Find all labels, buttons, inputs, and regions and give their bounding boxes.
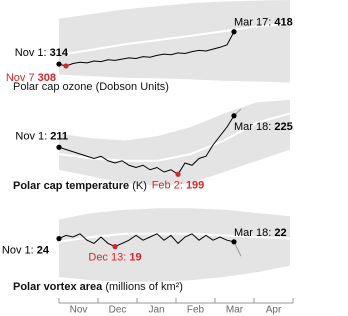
mean-line xyxy=(58,112,291,162)
annotation-value: 19 xyxy=(129,252,141,264)
annotation-label: Mar 18: xyxy=(234,121,271,133)
marker xyxy=(231,239,237,245)
annotation: Mar 17: 418 xyxy=(234,17,293,29)
panel-title: Polar cap ozone (Dobson Units) xyxy=(13,81,169,93)
range-band xyxy=(59,100,290,186)
annotation-value: 314 xyxy=(50,47,69,59)
annotation: Nov 1: 24 xyxy=(2,245,50,257)
annotation-label: Nov 7 xyxy=(6,72,35,84)
marker xyxy=(56,144,62,150)
panel-title-main: Polar cap temperature xyxy=(13,180,129,192)
mean-line xyxy=(58,232,291,243)
marker xyxy=(63,63,69,69)
annotation: Nov 1: 211 xyxy=(15,130,68,142)
range-band xyxy=(59,0,290,83)
panel-title-main: Polar vortex area xyxy=(13,281,103,293)
marker xyxy=(175,171,181,177)
annotation-label: Feb 2: xyxy=(152,179,183,191)
annotation: Nov 7 308 xyxy=(6,72,56,84)
x-tick-label: Dec xyxy=(109,305,127,316)
panel-title: Polar vortex area (millions of km²) xyxy=(13,281,183,293)
annotation-label: Nov 1: xyxy=(15,47,47,59)
annotation: Mar 18: 22 xyxy=(234,227,287,239)
data-line xyxy=(58,31,235,67)
panel-title: Polar cap temperature (K) xyxy=(13,180,147,192)
marker xyxy=(112,244,118,250)
annotation: Feb 2: 199 xyxy=(152,179,205,191)
x-tick-label: Jan xyxy=(148,305,164,316)
annotation-label: Dec 13: xyxy=(88,252,126,264)
panel-title-unit: (K) xyxy=(132,180,147,192)
x-tick-label: Apr xyxy=(266,305,282,316)
annotation-label: Nov 1: xyxy=(15,130,47,142)
marker xyxy=(231,113,237,119)
annotation-value: 308 xyxy=(38,72,56,84)
annotation-value: 24 xyxy=(37,245,50,257)
x-tick-label: Feb xyxy=(187,305,205,316)
x-tick-label: Nov xyxy=(70,305,88,316)
data-line xyxy=(58,233,235,248)
annotation-value: 225 xyxy=(274,121,292,133)
marker xyxy=(56,61,62,67)
marker xyxy=(56,236,62,242)
annotation: Dec 13: 19 xyxy=(88,252,141,264)
annotation-value: 22 xyxy=(274,227,286,239)
panel-title-unit: (millions of km²) xyxy=(105,281,183,293)
annotation: Mar 18: 225 xyxy=(234,121,293,133)
mean-line xyxy=(58,22,291,57)
x-tick-label: Mar xyxy=(226,305,244,316)
annotation-value: 199 xyxy=(186,179,204,191)
annotation: Nov 1: 314 xyxy=(15,47,69,59)
annotation-label: Mar 18: xyxy=(234,227,271,239)
trailing-line xyxy=(233,241,242,257)
data-line xyxy=(58,115,235,175)
annotation-value: 418 xyxy=(274,17,292,29)
annotation-label: Mar 17: xyxy=(234,17,271,29)
marker xyxy=(231,29,237,35)
annotation-label: Nov 1: xyxy=(2,245,34,257)
panel-title-unit: (Dobson Units) xyxy=(96,81,169,93)
range-band xyxy=(59,208,290,282)
panel-title-main: Polar cap ozone xyxy=(13,81,93,93)
annotation-value: 211 xyxy=(50,130,68,142)
